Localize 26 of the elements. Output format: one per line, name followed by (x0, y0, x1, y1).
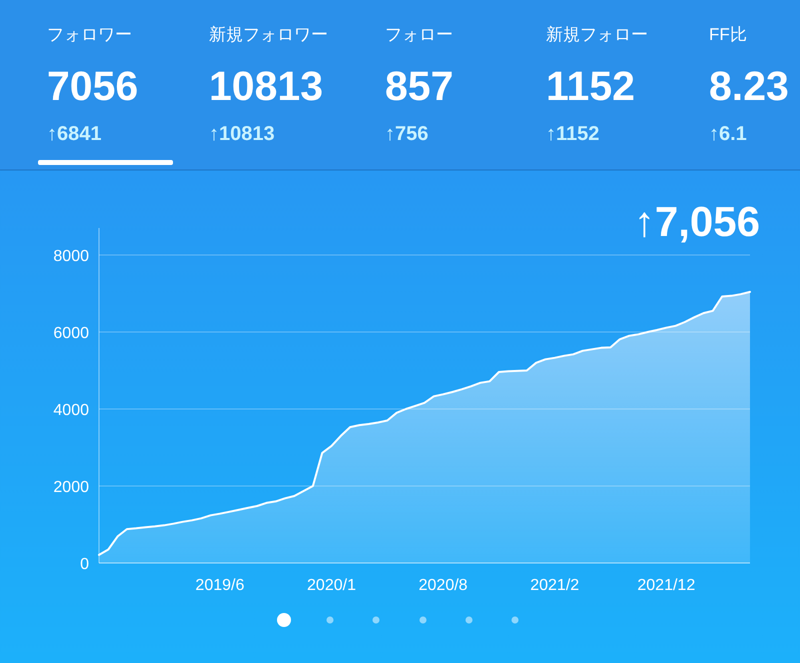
text: フォロワー (47, 25, 132, 44)
y-tick-label: 4000 (53, 402, 90, 419)
annotation: ↑7,056 (634, 198, 760, 245)
text: 7056 (47, 63, 138, 109)
y-tick-label: 0 (80, 556, 90, 573)
x-tick-label: 2020/1 (307, 577, 356, 594)
x-tick-label: 2020/8 (418, 577, 468, 594)
x-tick-label: 2021/12 (637, 577, 696, 594)
text: ↑6841 (47, 123, 102, 145)
text: FF比 (709, 25, 747, 44)
text: 1152 (546, 63, 635, 109)
text: 857 (385, 63, 454, 109)
text: 10813 (209, 63, 324, 109)
text: ↑6.1 (709, 123, 747, 145)
text: 8.23 (709, 63, 789, 109)
text: フォロー (385, 25, 453, 44)
text: ↑1152 (546, 123, 600, 145)
y-tick-label: 8000 (53, 248, 90, 265)
text: 新規フォロー (546, 25, 648, 44)
text: ↑756 (385, 123, 428, 145)
text: ↑10813 (209, 123, 275, 145)
text: 新規フォロワー (209, 25, 328, 44)
x-tick-label: 2021/2 (530, 577, 580, 594)
x-tick-label: 2019/6 (195, 577, 244, 594)
y-tick-label: 2000 (53, 478, 90, 496)
y-tick-label: 6000 (53, 324, 90, 342)
